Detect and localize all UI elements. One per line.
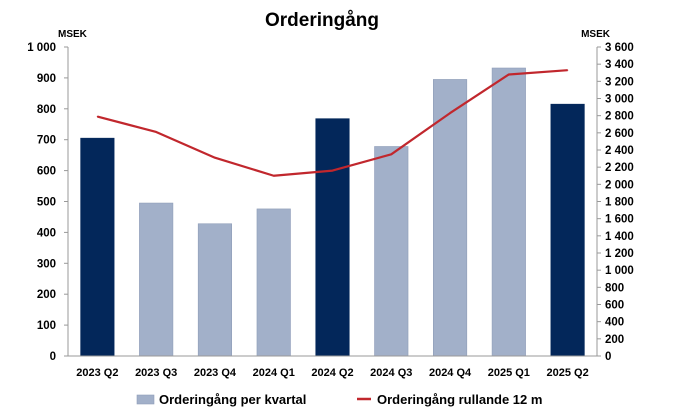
left-tick-label: 400 xyxy=(37,227,56,239)
line-point-2024-q1 xyxy=(273,175,275,177)
bar-2023-q4 xyxy=(197,223,232,357)
bar-2025-q1 xyxy=(491,67,526,357)
right-tick-label: 1 400 xyxy=(605,231,634,243)
left-axis-ticks: 0 100 200 300 400 500 600 700 800 900 1 000 xyxy=(27,42,68,363)
category-label: 2025 Q1 xyxy=(488,367,530,379)
legend-label-line: Orderingång rullande 12 m xyxy=(377,392,542,407)
right-tick-label: 200 xyxy=(605,334,624,346)
right-tick-label: 2 400 xyxy=(605,145,634,157)
right-tick-label: 1 000 xyxy=(605,265,634,277)
legend-label-bar: Orderingång per kvartal xyxy=(159,392,306,407)
bar-2024-q2 xyxy=(315,118,350,357)
right-tick-label: 1 800 xyxy=(605,197,634,209)
left-tick-label: 700 xyxy=(37,135,56,147)
bar-2023-q2 xyxy=(80,137,115,357)
category-label: 2024 Q1 xyxy=(253,367,295,379)
left-tick-label: 900 xyxy=(37,73,56,85)
right-tick-label: 400 xyxy=(605,317,624,329)
bar-series xyxy=(80,67,585,357)
category-label: 2023 Q3 xyxy=(135,367,177,379)
bar-2025-q2 xyxy=(550,103,585,357)
left-tick-label: 200 xyxy=(37,289,56,301)
left-axis-unit: MSEK xyxy=(58,29,88,40)
right-tick-label: 0 xyxy=(605,351,611,363)
legend-swatch-bar xyxy=(136,394,155,405)
line-point-2024-q2 xyxy=(331,170,334,172)
right-axis-unit: MSEK xyxy=(581,29,611,40)
right-tick-label: 800 xyxy=(605,282,624,294)
right-tick-label: 600 xyxy=(605,300,624,312)
category-label: 2024 Q4 xyxy=(429,367,472,379)
right-tick-label: 3 600 xyxy=(605,42,634,54)
line-point-2023-q2 xyxy=(96,115,98,118)
right-tick-label: 2 600 xyxy=(605,128,634,140)
right-tick-label: 1 600 xyxy=(605,214,634,226)
right-tick-label: 1 200 xyxy=(605,248,634,260)
category-labels: 2023 Q2 2023 Q3 2023 Q4 2024 Q1 2024 Q2 2024 … xyxy=(76,367,588,379)
line-series xyxy=(96,69,569,177)
line-point-2024-q3 xyxy=(390,153,392,155)
right-axis-ticks: 0 200 400 600 800 1 000 1 200 1 400 1 600 1 800 2 … xyxy=(597,42,634,363)
line-point-2024-q4 xyxy=(449,112,451,114)
category-label: 2024 Q2 xyxy=(311,367,353,379)
right-tick-label: 2 000 xyxy=(605,179,634,191)
line-point-2025-q2 xyxy=(567,69,569,71)
right-tick-label: 2 800 xyxy=(605,111,634,123)
chart-title: Orderingång xyxy=(265,10,379,31)
left-tick-label: 100 xyxy=(37,320,56,332)
right-tick-label: 2 200 xyxy=(605,162,634,174)
category-label: 2024 Q3 xyxy=(370,367,412,379)
left-tick-label: 800 xyxy=(37,104,56,116)
left-tick-label: 1 000 xyxy=(27,42,56,54)
line-point-2023-q4 xyxy=(214,157,216,159)
category-label: 2023 Q4 xyxy=(194,367,237,379)
left-tick-label: 500 xyxy=(37,197,56,209)
category-label: 2023 Q2 xyxy=(76,367,118,379)
bar-2024-q3 xyxy=(374,146,409,357)
category-label: 2025 Q2 xyxy=(547,367,589,379)
right-tick-label: 3 400 xyxy=(605,59,634,71)
right-tick-label: 3 000 xyxy=(605,94,634,106)
bar-2024-q1 xyxy=(256,208,291,357)
line-point-2025-q1 xyxy=(508,73,510,76)
left-tick-label: 600 xyxy=(37,166,56,178)
left-tick-label: 0 xyxy=(50,351,56,363)
line-point-2023-q3 xyxy=(155,131,157,133)
bar-2023-q3 xyxy=(139,202,174,357)
left-tick-label: 300 xyxy=(37,258,56,270)
legend: Orderingång per kvartal Orderingång rull… xyxy=(136,392,542,407)
bar-2024-q4 xyxy=(433,79,468,357)
right-tick-label: 3 200 xyxy=(605,76,634,88)
